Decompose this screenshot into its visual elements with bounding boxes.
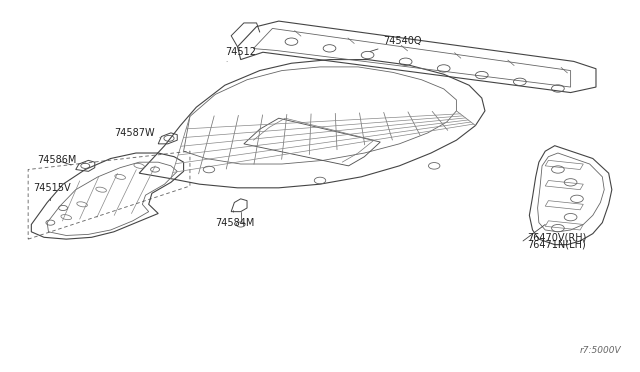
Text: 74512: 74512 — [225, 47, 256, 62]
Text: 76471N(LH): 76471N(LH) — [527, 240, 586, 250]
Text: 74540Q: 74540Q — [370, 36, 422, 51]
Text: 74584M: 74584M — [215, 211, 255, 228]
Text: 74586M: 74586M — [38, 155, 77, 165]
Text: 76470V(RH): 76470V(RH) — [527, 232, 586, 242]
Text: 74587W: 74587W — [114, 128, 160, 138]
Text: 74515V: 74515V — [33, 183, 71, 201]
Text: r7:5000V: r7:5000V — [580, 346, 621, 355]
